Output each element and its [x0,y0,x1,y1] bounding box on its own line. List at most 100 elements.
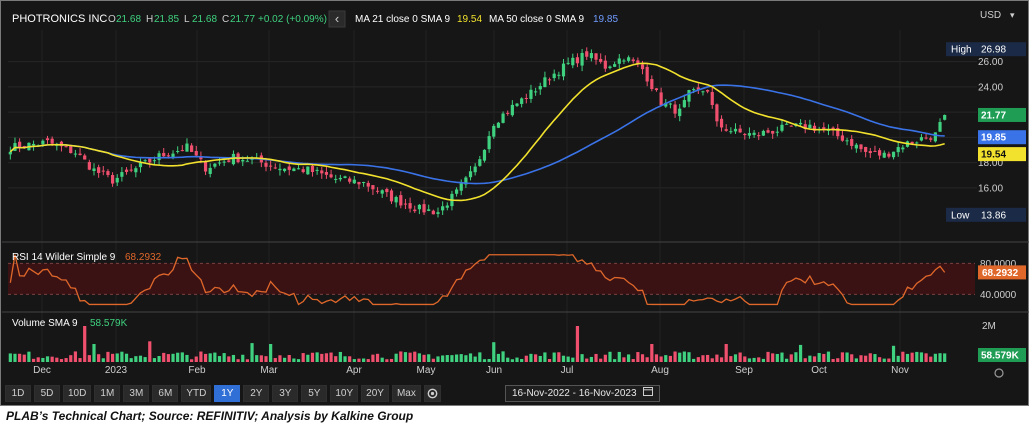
candle-body [320,170,324,174]
timeframe-button-active[interactable]: 1Y [214,385,241,402]
volume-bar [520,358,524,362]
rsi-line [9,254,946,306]
volume-bar [389,358,394,362]
volume-bar [831,358,835,362]
date-range-picker[interactable]: 16-Nov-2022 - 16-Nov-2023 [505,385,660,402]
candle-body [222,161,226,163]
volume-bar [785,358,789,362]
volume-value-tag [978,348,1026,362]
timeframe-button[interactable]: Max [391,385,421,402]
candle-body [287,166,291,170]
volume-bar [380,357,384,362]
volume-bar [706,354,710,362]
candle-body [422,204,426,213]
timeframe-button[interactable]: 5D [34,385,60,402]
timeframe-button[interactable]: 2Y [243,385,270,402]
candle-body [45,138,50,141]
volume-bar [292,358,296,362]
candle-body [738,128,742,133]
ma21-line [9,62,945,202]
volume-bar [385,359,389,362]
x-tick-label: 2023 [105,365,128,376]
timeframe-button[interactable]: 5Y [301,385,328,402]
candle-body [636,60,640,65]
candle-body [933,132,937,142]
x-tick-label: Dec [33,365,51,376]
settings-icon[interactable] [423,385,441,402]
timeframe-button[interactable]: 20Y [361,385,389,402]
theme-icon [994,368,1004,378]
volume-bar [803,358,807,362]
volume-bar [798,344,803,362]
volume-bar [492,342,496,362]
volume-bar [13,353,17,362]
high-tag-bg [946,42,1026,57]
volume-bar [8,353,12,362]
y-tick-label: 18.00 [978,158,1003,169]
rsi-tag-value: 68.2932 [982,268,1019,279]
candle-body [664,102,668,107]
candle-body [673,104,677,114]
volume-bar [176,352,180,362]
timeframe-button[interactable]: 3M [123,385,150,402]
candle-body [692,89,696,91]
candle-body [771,130,775,134]
candle-body [115,177,119,183]
candle-body [617,58,621,64]
candle-body [785,123,789,125]
volume-bar [882,358,886,362]
volume-bar [231,354,236,362]
volume-bar [747,358,752,362]
candle-body [324,171,329,175]
timeframe-button[interactable]: 1M [94,385,121,402]
volume-bar [18,353,22,362]
ma50-legend-name: MA 50 close 0 SMA 9 [489,14,584,25]
timeframe-bar: 1D 5D 10D 1M 3M 6M YTD 1Y 2Y 3Y 5Y 10Y 2… [5,385,441,403]
volume-bar [357,358,361,362]
calendar-icon[interactable] [642,386,653,401]
volume-bar [36,357,40,362]
candle-body [938,122,942,132]
volume-bar [329,352,333,362]
volume-bar [538,355,542,362]
timeframe-button[interactable]: 10Y [330,385,359,402]
timeframe-button[interactable]: 10D [63,385,92,402]
volume-bar [55,357,59,362]
volume-bar [78,358,82,362]
volume-bar [436,356,440,362]
volume-bar [278,355,282,362]
volume-bar [166,354,170,362]
volume-bar [259,355,263,362]
price-chart[interactable]: 26.0024.0022.0020.0018.0016.00Dec2023Feb… [2,2,1029,382]
timeframe-button[interactable]: 6M [152,385,179,402]
candle-body [640,64,645,70]
collapse-legend-button[interactable] [328,10,346,28]
timeframe-button[interactable]: 3Y [272,385,299,402]
timeframe-button[interactable]: 1D [5,385,31,402]
candle-body [840,135,845,141]
volume-bar [938,353,942,362]
candle-body [626,57,631,61]
volume-bar [22,354,26,362]
candle-body [101,170,105,172]
candle-body [761,130,765,136]
volume-bar [450,355,454,362]
timeframe-button[interactable]: YTD [181,385,212,402]
volume-bar [478,352,482,362]
volume-bar [148,341,152,362]
candle-body [185,143,189,152]
volume-bar [943,353,947,362]
volume-bar [868,353,872,362]
candle-body [882,152,886,158]
volume-bar [840,352,845,362]
candle-body [269,165,273,167]
candle-body [687,90,691,102]
volume-bar [45,356,50,362]
volume-bar [134,356,138,362]
low-value: 13.86 [981,210,1006,221]
volume-bar [506,357,510,362]
volume-bar [710,358,714,362]
x-tick-label: Sep [735,365,753,376]
volume-bar [431,358,435,362]
rsi-value-tag [978,265,1026,280]
